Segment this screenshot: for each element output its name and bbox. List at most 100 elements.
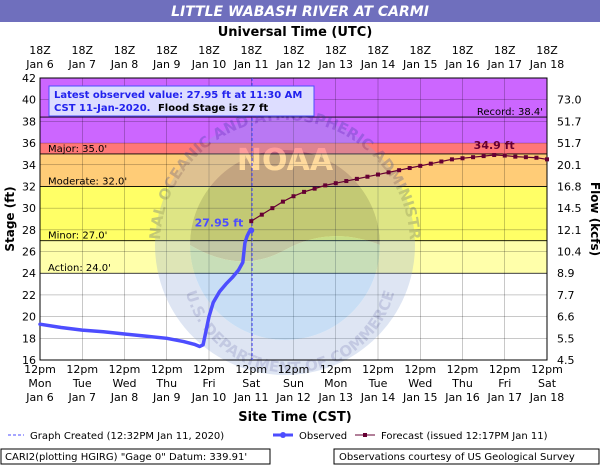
local-tick-time: 12pm: [489, 363, 521, 376]
forecast-point: [397, 168, 402, 173]
utc-tick-time: 18Z: [325, 44, 347, 57]
forecast-point: [471, 155, 476, 160]
local-tick-time: 12pm: [235, 363, 267, 376]
utc-tick-date: Jan 11: [233, 58, 268, 71]
utc-tick-date: Jan 9: [152, 58, 180, 71]
local-tick-time: 12pm: [531, 363, 563, 376]
minor-label: Minor: 27.0': [48, 231, 107, 242]
stage-tick-label: 16: [22, 354, 36, 367]
latest-observed-box: [48, 85, 315, 117]
flow-tick-label: 73.0: [557, 94, 582, 107]
legend-observed: Observed: [299, 431, 347, 442]
local-tick-date: Jan 18: [529, 391, 564, 404]
watermark-inner-ring: [190, 150, 380, 340]
flow-tick-label: 6.6: [557, 311, 575, 324]
forecast-point: [302, 189, 307, 194]
forecast-point: [344, 179, 349, 184]
local-tick-day: Tue: [72, 377, 92, 390]
forecast-point: [365, 174, 370, 179]
forecast-point: [523, 155, 528, 160]
action-label: Action: 24.0': [48, 263, 111, 274]
footer-datum: CARI2(plotting HGIRG) "Gage 0" Datum: 33…: [5, 452, 247, 463]
utc-tick-date: Jan 15: [402, 58, 437, 71]
observed-series: [38, 227, 255, 349]
local-tick-day: Sat: [242, 377, 261, 390]
utc-tick-date: Jan 6: [25, 58, 53, 71]
flow-tick-label: 14.5: [557, 202, 582, 215]
local-tick-date: Jan 9: [152, 391, 180, 404]
forecast-point: [407, 166, 412, 171]
watermark-sea: [190, 236, 380, 340]
forecast-point: [376, 172, 380, 177]
latest-observed-line2: CST 11-Jan-2020. Flood Stage is 27 ft: [54, 103, 268, 114]
utc-tick-time: 18Z: [114, 44, 136, 57]
grid-lines: [39, 77, 548, 361]
local-tick-day: Sun: [283, 377, 304, 390]
flood-stage-note: Flood Stage is 27 ft: [158, 103, 268, 114]
stage-tick-label: 36: [22, 137, 36, 150]
footer-right-box: [333, 448, 600, 465]
utc-tick-date: Jan 13: [318, 58, 353, 71]
forecast-point: [312, 186, 317, 191]
forecast-point: [280, 199, 285, 204]
observed-last-point: [248, 227, 255, 234]
local-tick-day: Sat: [538, 377, 557, 390]
utc-tick-date: Jan 8: [110, 58, 138, 71]
utc-tick-time: 18Z: [29, 44, 51, 57]
local-tick-day: Tue: [368, 377, 388, 390]
local-tick-day: Thu: [155, 377, 177, 390]
utc-tick-time: 18Z: [283, 44, 305, 57]
forecast-point: [249, 219, 254, 224]
forecast-point: [259, 212, 264, 217]
utc-tick-date: Jan 12: [275, 58, 310, 71]
local-tick-time: 12pm: [24, 363, 56, 376]
forecast-point: [270, 206, 275, 211]
value-annotations: 27.95 ft 34.9 ft: [195, 139, 515, 229]
utc-tick-time: 18Z: [156, 44, 178, 57]
right-axis-title: Flow (kcfs): [588, 182, 600, 256]
legend-graph-created: Graph Created (12:32PM Jan 11, 2020): [30, 431, 224, 442]
local-tick-date: Jan 13: [318, 391, 353, 404]
flow-tick-label: 4.5: [557, 354, 575, 367]
local-tick-day: Wed: [113, 377, 137, 390]
local-tick-time: 12pm: [362, 363, 394, 376]
footer-left-box: [0, 448, 271, 465]
local-tick-day: Fri: [498, 377, 511, 390]
forecast-point: [545, 157, 549, 162]
legend-forecast: Forecast (issued 12:17PM Jan 11): [381, 431, 548, 442]
observed-value-label: 27.95 ft: [195, 216, 244, 229]
plot-frame: [39, 77, 548, 361]
flow-axis: 4.5 5.5 6.6 7.7 8.9 10.4 12.1 14.5 16.8 20.1 51.7 5…: [557, 94, 582, 367]
flow-tick-label: 51.7: [557, 115, 582, 128]
bottom-axis-title: Site Time (CST): [238, 410, 351, 425]
local-tick-date: Jan 11: [233, 391, 268, 404]
stage-tick-label: 32: [22, 180, 36, 193]
stage-tick-label: 40: [22, 94, 36, 107]
stage-axis: 16 18 20 22 24 26 28 30 32 34 36 38 40 42: [22, 72, 36, 367]
record-label: Record: 38.4': [477, 107, 543, 118]
local-tick-date: Jan 15: [402, 391, 437, 404]
local-tick-day: Wed: [408, 377, 432, 390]
forecast-point: [460, 156, 465, 161]
legend-observed-marker: [280, 432, 286, 438]
local-tick-date: Jan 6: [25, 391, 53, 404]
utc-tick-date: Jan 16: [444, 58, 479, 71]
utc-tick-time: 18Z: [71, 44, 93, 57]
local-tick-day: Fri: [202, 377, 215, 390]
forecast-point: [418, 163, 423, 168]
legend: Graph Created (12:32PM Jan 11, 2020) Obs…: [8, 431, 548, 442]
utc-tick-time: 18Z: [367, 44, 389, 57]
flow-tick-label: 7.7: [557, 289, 575, 302]
local-tick-time: 12pm: [66, 363, 98, 376]
utc-tick-time: 18Z: [494, 44, 516, 57]
local-tick-date: Jan 14: [360, 391, 395, 404]
forecast-point: [323, 183, 328, 188]
forecast-point: [386, 170, 391, 175]
latest-observed-line1: Latest observed value: 27.95 ft at 11:30…: [54, 90, 302, 101]
local-tick-date: Jan 10: [191, 391, 226, 404]
forecast-point: [481, 154, 486, 159]
local-tick-time: 12pm: [151, 363, 183, 376]
utc-tick-date: Jan 14: [360, 58, 395, 71]
